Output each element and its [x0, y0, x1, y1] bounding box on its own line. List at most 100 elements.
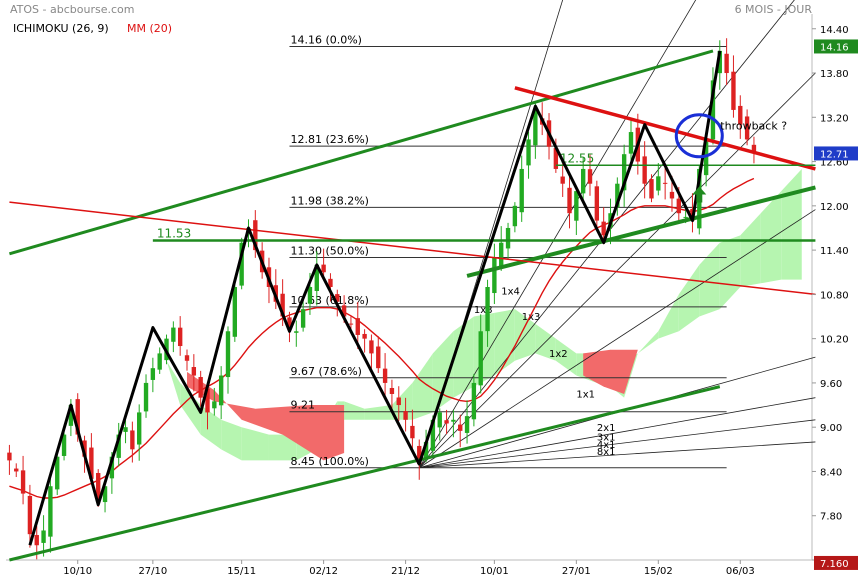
zigzag-line: [28, 50, 722, 546]
x-axis: 10/10 27/10 15/11 02/12 21/12 10/01 27/01 15/02…: [63, 560, 755, 577]
candle-body: [731, 71, 736, 110]
gann-fan-label: 4x1: [597, 440, 616, 451]
candle-body: [239, 242, 244, 286]
fib-level-label: 12.81 (23.6%): [290, 133, 369, 146]
candle-body: [225, 331, 231, 378]
candle-body: [410, 425, 415, 439]
fib-level-label: 9.67 (78.6%): [290, 365, 362, 378]
y-tick-label: 10.80: [820, 290, 849, 301]
candle-body: [355, 318, 360, 335]
gann-fan-label: 1x2: [549, 349, 568, 360]
x-tick-label: 10/10: [63, 566, 92, 577]
candle-body: [519, 168, 524, 213]
candle-body: [533, 109, 538, 146]
x-tick-label: 02/12: [309, 566, 338, 577]
annotations: throwback ?: [674, 113, 787, 203]
candle-body: [253, 220, 258, 251]
candle-body: [82, 440, 87, 457]
candle-body: [417, 445, 422, 465]
candle-body: [526, 139, 531, 166]
candle-body: [437, 412, 442, 428]
candle-body: [20, 470, 26, 494]
last-price-badge-text: 12.71: [820, 149, 849, 160]
candle-body: [348, 323, 354, 325]
candle-body: [485, 287, 490, 332]
throwback-label: throwback ?: [720, 120, 787, 133]
high-price-badge: [814, 39, 858, 54]
y-tick-label: 9.00: [820, 423, 842, 434]
candle-body: [396, 397, 401, 406]
fib-level-label: 14.16 (0.0%): [290, 33, 362, 46]
candle-body: [191, 367, 197, 376]
cloud-segment: [555, 338, 577, 376]
ticker-title: ATOS - abcbourse.com: [10, 3, 134, 16]
support-line-label: 12.55: [560, 151, 594, 165]
candle-body: [369, 340, 374, 354]
candle-body: [34, 535, 39, 546]
ma20-line: [9, 177, 755, 499]
y-tick-label: 14.40: [820, 25, 849, 36]
candle-body: [212, 401, 217, 409]
cloud-segment: [699, 242, 720, 317]
cloud-segment: [637, 331, 659, 354]
fib-level-label: 11.30 (50.0%): [290, 244, 369, 257]
candle-body: [642, 156, 647, 184]
candle-body: [621, 154, 627, 191]
y-tick-label: 13.20: [820, 113, 849, 124]
green-trendline: [8, 49, 714, 256]
candle-body: [444, 420, 449, 424]
candle-body: [451, 419, 456, 422]
candle-body: [287, 317, 292, 328]
moving-average: [9, 177, 755, 499]
candle-body: [615, 183, 620, 208]
candle-body: [362, 333, 367, 339]
candle-body: [341, 305, 347, 317]
candle-body: [574, 191, 579, 221]
candle-body: [553, 148, 559, 169]
cloud-bear-area: [187, 371, 345, 461]
y-axis: 14.40 13.80 13.20 12.60 12.00 11.40 10.80 10.20…: [812, 25, 858, 570]
red-trendline: [9, 201, 816, 296]
cloud-segment: [268, 434, 297, 461]
cloud-segment: [221, 419, 242, 461]
candle-body: [382, 368, 388, 383]
candle-body: [560, 176, 565, 184]
gann-fan-line: [419, 441, 816, 469]
candle-body: [717, 50, 722, 74]
candle-body: [150, 368, 156, 380]
candle-body: [676, 198, 681, 214]
candle-body: [48, 486, 53, 537]
gann-fan-line: [419, 419, 816, 469]
cloud-segment: [391, 382, 413, 420]
candle-body: [321, 264, 326, 273]
candle-body: [751, 144, 757, 154]
candle-body: [27, 495, 33, 535]
x-tick-label: 06/03: [726, 566, 755, 577]
y-tick-label: 12.60: [820, 158, 849, 169]
candle-body: [300, 309, 306, 328]
cloud-segment: [473, 312, 495, 387]
candle-body: [96, 473, 101, 501]
candle-body: [478, 331, 483, 386]
zigzag-pattern: [28, 50, 722, 546]
throwback-circle: [674, 113, 724, 159]
candle-body: [41, 530, 46, 543]
candle-body: [89, 447, 94, 479]
candle-body: [184, 355, 190, 361]
candle-body: [143, 382, 149, 412]
candle-body: [423, 441, 429, 459]
candle-body: [683, 216, 688, 218]
fib-level-label: 11.98 (38.2%): [290, 194, 369, 207]
gann-fan-label: 1x8: [474, 305, 493, 316]
candle-body: [669, 191, 675, 199]
chart-header: ATOS - abcbourse.com 6 MOIS - JOUR ICHIM…: [10, 3, 812, 35]
candle-body: [628, 132, 634, 154]
gann-fan-label: 3x1: [597, 432, 616, 443]
low-price-badge-text: 7.160: [820, 559, 849, 570]
fib-level-label: 9.21: [290, 399, 315, 412]
candle-body: [376, 346, 381, 369]
y-tick-label: 8.40: [820, 467, 842, 478]
candle-body: [7, 452, 12, 461]
cloud-segment: [180, 382, 201, 435]
